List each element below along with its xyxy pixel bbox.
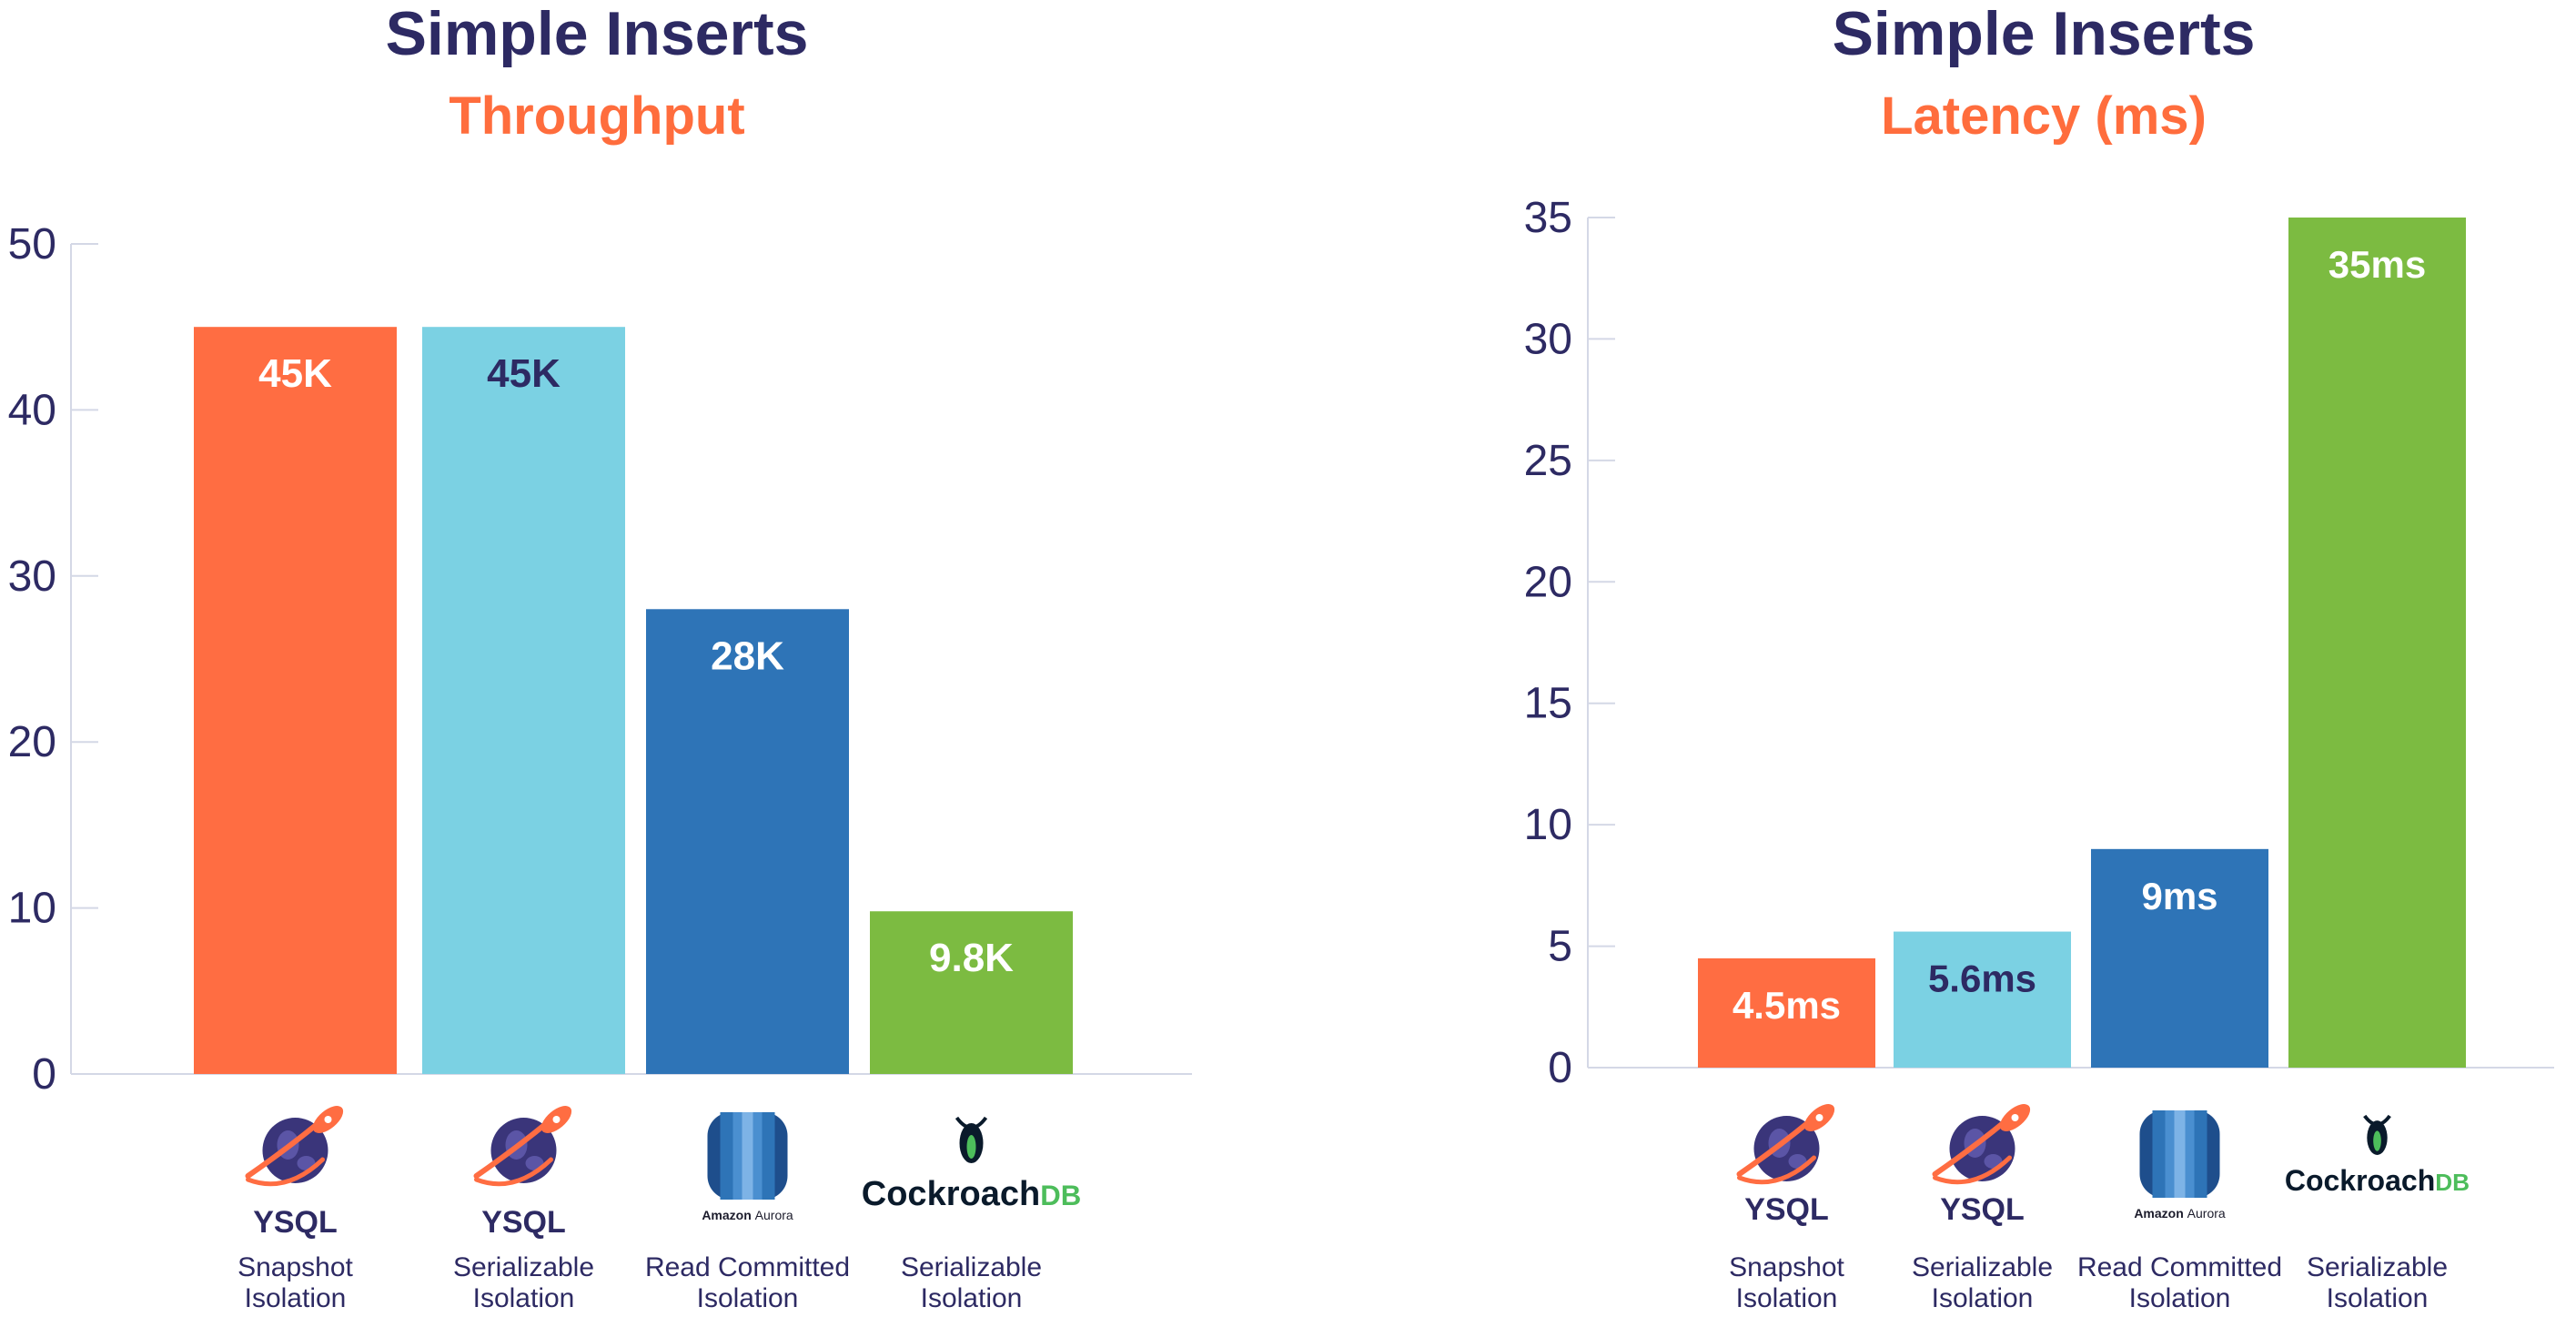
y-tick-label: 30 xyxy=(1524,315,1572,363)
category-subtitle: Isolation xyxy=(2327,1283,2429,1313)
y-tick-label: 20 xyxy=(1524,558,1572,606)
cylinder-stripe-shape xyxy=(2174,1110,2186,1198)
rocket-window-shape xyxy=(324,1116,332,1123)
category-subtitle: Read Committed xyxy=(2077,1252,2282,1282)
y-tick-label: 10 xyxy=(8,885,56,933)
category-subtitle: Read Committed xyxy=(645,1252,850,1282)
aurora-logo-text: Amazon Aurora xyxy=(2134,1206,2226,1221)
bar-value-label: 9ms xyxy=(2141,875,2217,917)
y-tick-label: 10 xyxy=(1524,801,1572,849)
category-name: YSQL xyxy=(1744,1192,1829,1227)
bar xyxy=(194,327,397,1074)
y-tick-label: 20 xyxy=(8,718,56,766)
roach-stripe-shape xyxy=(966,1135,976,1159)
y-tick-label: 30 xyxy=(8,552,56,601)
yugabyte-icon xyxy=(245,1106,344,1187)
category-subtitle: Serializable xyxy=(453,1252,594,1282)
chart-title: Simple Inserts xyxy=(1833,0,2256,68)
bar-value-label: 9.8K xyxy=(929,936,1014,980)
category-subtitle: Isolation xyxy=(921,1283,1023,1313)
cylinder-stripe-shape xyxy=(742,1112,753,1200)
rocket-window-shape xyxy=(1815,1114,1823,1121)
category-subtitle: Isolation xyxy=(1932,1283,2034,1313)
rocket-window-shape xyxy=(2011,1114,2019,1121)
y-tick-label: 35 xyxy=(1524,194,1572,242)
y-tick-label: 50 xyxy=(8,220,56,268)
cockroachdb-logo-text: CockroachDB xyxy=(2285,1164,2470,1197)
category-subtitle: Isolation xyxy=(473,1283,575,1313)
bar-value-label: 4.5ms xyxy=(1732,984,1841,1027)
bar xyxy=(870,911,1073,1074)
category-subtitle: Isolation xyxy=(245,1283,347,1313)
bar-value-label: 35ms xyxy=(2329,243,2426,286)
bar-value-label: 45K xyxy=(258,351,332,396)
cockroachdb-logo-text: CockroachDB xyxy=(862,1175,1081,1213)
category-subtitle: Isolation xyxy=(1736,1283,1838,1313)
bar xyxy=(422,327,625,1074)
orbit-shape xyxy=(1933,1155,2012,1185)
y-tick-label: 15 xyxy=(1524,680,1572,728)
orbit-shape xyxy=(474,1157,553,1187)
amazon-aurora-icon: Amazon Aurora xyxy=(2134,1110,2226,1221)
bar-value-label: 5.6ms xyxy=(1928,957,2036,1000)
yugabyte-icon xyxy=(1932,1104,2031,1185)
category-subtitle: Snapshot xyxy=(1729,1252,1844,1282)
category-subtitle: Isolation xyxy=(697,1283,799,1313)
bar-value-label: 28K xyxy=(711,633,784,678)
category-name: YSQL xyxy=(253,1205,338,1240)
bar xyxy=(646,609,849,1074)
chart-subtitle: Latency (ms) xyxy=(1881,86,2207,146)
category-subtitle: Serializable xyxy=(2307,1252,2448,1282)
category-subtitle: Isolation xyxy=(2129,1283,2231,1313)
cockroachdb-icon: CockroachDB xyxy=(862,1116,1081,1213)
category-name: YSQL xyxy=(481,1205,566,1240)
latency-chart: Simple Inserts Latency (ms) 0 5 10 15 20 25 30 35… xyxy=(1524,0,2554,1313)
bar xyxy=(2091,848,2268,1068)
category-subtitle: Serializable xyxy=(901,1252,1042,1282)
bar xyxy=(1698,957,1875,1068)
yugabyte-icon xyxy=(473,1106,572,1187)
y-tick-label: 25 xyxy=(1524,437,1572,485)
yugabyte-icon xyxy=(1736,1104,1835,1185)
throughput-chart: Simple Inserts Throughput 0 10 20 30 40 50 45K 45… xyxy=(8,0,1192,1313)
bar-value-label: 45K xyxy=(487,351,561,396)
roach-stripe-shape xyxy=(2373,1130,2381,1151)
y-tick-label: 5 xyxy=(1548,923,1572,971)
category-name: YSQL xyxy=(1940,1192,2025,1227)
bar xyxy=(2288,218,2466,1068)
chart-subtitle: Throughput xyxy=(449,86,744,146)
amazon-aurora-icon: Amazon Aurora xyxy=(702,1112,793,1222)
orbit-shape xyxy=(1737,1155,1816,1185)
y-tick-label: 40 xyxy=(8,386,56,434)
y-tick-label: 0 xyxy=(32,1050,56,1099)
aurora-logo-text: Amazon Aurora xyxy=(702,1208,793,1222)
cockroachdb-icon: CockroachDB xyxy=(2285,1114,2470,1197)
y-tick-label: 0 xyxy=(1548,1044,1572,1092)
rocket-window-shape xyxy=(552,1116,561,1123)
chart-title: Simple Inserts xyxy=(386,0,809,68)
category-subtitle: Serializable xyxy=(1912,1252,2053,1282)
category-subtitle: Snapshot xyxy=(237,1252,353,1282)
bar xyxy=(1894,931,2071,1068)
orbit-shape xyxy=(246,1157,325,1187)
